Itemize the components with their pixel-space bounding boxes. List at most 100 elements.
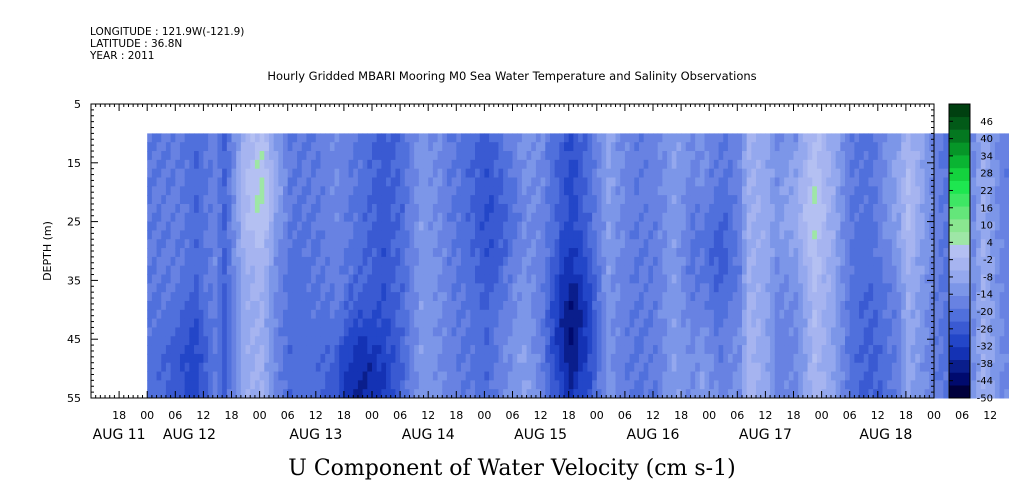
heatmap-cell bbox=[887, 230, 893, 240]
heatmap-cell bbox=[919, 371, 926, 381]
heatmap-cell bbox=[835, 239, 841, 249]
heatmap-cell bbox=[868, 151, 874, 161]
heatmap-cell bbox=[170, 371, 176, 381]
heatmap-cell bbox=[784, 159, 790, 170]
heatmap-cell bbox=[423, 389, 429, 399]
heatmap-cell bbox=[390, 186, 396, 196]
heatmap-cell bbox=[873, 389, 879, 399]
heatmap-cell bbox=[620, 380, 626, 390]
heatmap-cell bbox=[240, 292, 247, 302]
heatmap-cell bbox=[198, 212, 204, 223]
heatmap-cell bbox=[816, 212, 823, 223]
heatmap-cell bbox=[301, 274, 307, 284]
heatmap-cell bbox=[428, 265, 434, 276]
heatmap-cell bbox=[578, 345, 584, 355]
heatmap-cell bbox=[859, 380, 865, 390]
heatmap-cell bbox=[287, 380, 293, 390]
heatmap-cell bbox=[526, 318, 532, 328]
heatmap-cell bbox=[170, 283, 176, 293]
heatmap-cell bbox=[540, 168, 546, 178]
heatmap-cell bbox=[278, 327, 284, 337]
heatmap-cell bbox=[901, 256, 907, 267]
heatmap-cell bbox=[203, 212, 209, 223]
heatmap-cell bbox=[217, 292, 223, 302]
heatmap-cell bbox=[451, 380, 457, 390]
heatmap-cell bbox=[184, 292, 190, 302]
heatmap-cell bbox=[297, 195, 303, 205]
heatmap-cell bbox=[273, 318, 279, 328]
heatmap-cell bbox=[245, 389, 251, 399]
heatmap-cell bbox=[545, 203, 551, 214]
heatmap-cell bbox=[709, 159, 715, 170]
heatmap-cell bbox=[418, 309, 425, 320]
heatmap-cell bbox=[713, 371, 720, 381]
heatmap-cell bbox=[367, 230, 373, 240]
heatmap-cell bbox=[526, 265, 532, 276]
heatmap-cell bbox=[264, 177, 270, 187]
heatmap-cell bbox=[643, 159, 649, 170]
heatmap-cell bbox=[638, 292, 645, 302]
heatmap-cell bbox=[709, 203, 715, 214]
heatmap-cell bbox=[807, 230, 813, 240]
heatmap-cell bbox=[264, 133, 270, 143]
heatmap-cell bbox=[924, 133, 930, 143]
heatmap-cell bbox=[531, 327, 537, 337]
heatmap-cell bbox=[156, 283, 162, 293]
heatmap-cell bbox=[582, 248, 588, 258]
heatmap-cell bbox=[662, 336, 668, 346]
heatmap-cell bbox=[568, 274, 574, 284]
heatmap-cell bbox=[713, 292, 720, 302]
heatmap-cell bbox=[470, 177, 476, 187]
heatmap-cell bbox=[278, 389, 284, 399]
heatmap-cell bbox=[863, 371, 869, 381]
heatmap-cell bbox=[835, 283, 841, 293]
heatmap-cell bbox=[615, 327, 621, 337]
heatmap-cell bbox=[905, 230, 912, 240]
heatmap-cell bbox=[629, 221, 635, 231]
heatmap-cell bbox=[667, 353, 673, 364]
heatmap-cell bbox=[503, 362, 509, 373]
heatmap-cell bbox=[840, 133, 846, 143]
heatmap-cell bbox=[198, 371, 204, 381]
heatmap-cell bbox=[400, 283, 406, 293]
heatmap-cell bbox=[798, 336, 804, 346]
heatmap-cell bbox=[512, 230, 518, 240]
heatmap-cell bbox=[395, 239, 401, 249]
heatmap-cell bbox=[718, 159, 724, 170]
heatmap-cell bbox=[451, 327, 457, 337]
heatmap-cell bbox=[268, 248, 275, 258]
heatmap-cell bbox=[217, 239, 223, 249]
heatmap-cell bbox=[362, 230, 368, 240]
heatmap-cell bbox=[381, 133, 387, 143]
heatmap-cell bbox=[554, 142, 560, 152]
heatmap-cell bbox=[367, 256, 373, 267]
heatmap-cell bbox=[315, 203, 321, 214]
heatmap-cell bbox=[268, 212, 275, 223]
heatmap-cell bbox=[400, 371, 406, 381]
heatmap-cell bbox=[784, 239, 790, 249]
heatmap-cell bbox=[245, 133, 251, 143]
heatmap-cell bbox=[718, 186, 724, 196]
heatmap-cell bbox=[592, 133, 598, 143]
heatmap-cell bbox=[765, 221, 771, 231]
heatmap-cell bbox=[840, 274, 846, 284]
heatmap-cell bbox=[446, 336, 453, 346]
heatmap-cell bbox=[526, 230, 532, 240]
heatmap-cell bbox=[521, 353, 528, 364]
heatmap-cell bbox=[559, 292, 565, 302]
heatmap-cell bbox=[432, 195, 439, 205]
heatmap-cell bbox=[404, 292, 410, 302]
heatmap-cell bbox=[887, 292, 893, 302]
heatmap-cell bbox=[386, 230, 392, 240]
heatmap-cell bbox=[756, 159, 762, 170]
heatmap-cell bbox=[582, 177, 588, 187]
heatmap-cell bbox=[901, 195, 907, 205]
heatmap-cell bbox=[732, 345, 738, 355]
heatmap-cell bbox=[788, 177, 794, 187]
heatmap-cell bbox=[245, 362, 251, 373]
heatmap-cell bbox=[877, 371, 883, 381]
heatmap-cell bbox=[784, 283, 790, 293]
heatmap-cell bbox=[737, 256, 743, 267]
heatmap-cell bbox=[578, 168, 584, 178]
heatmap-cell bbox=[737, 389, 743, 399]
